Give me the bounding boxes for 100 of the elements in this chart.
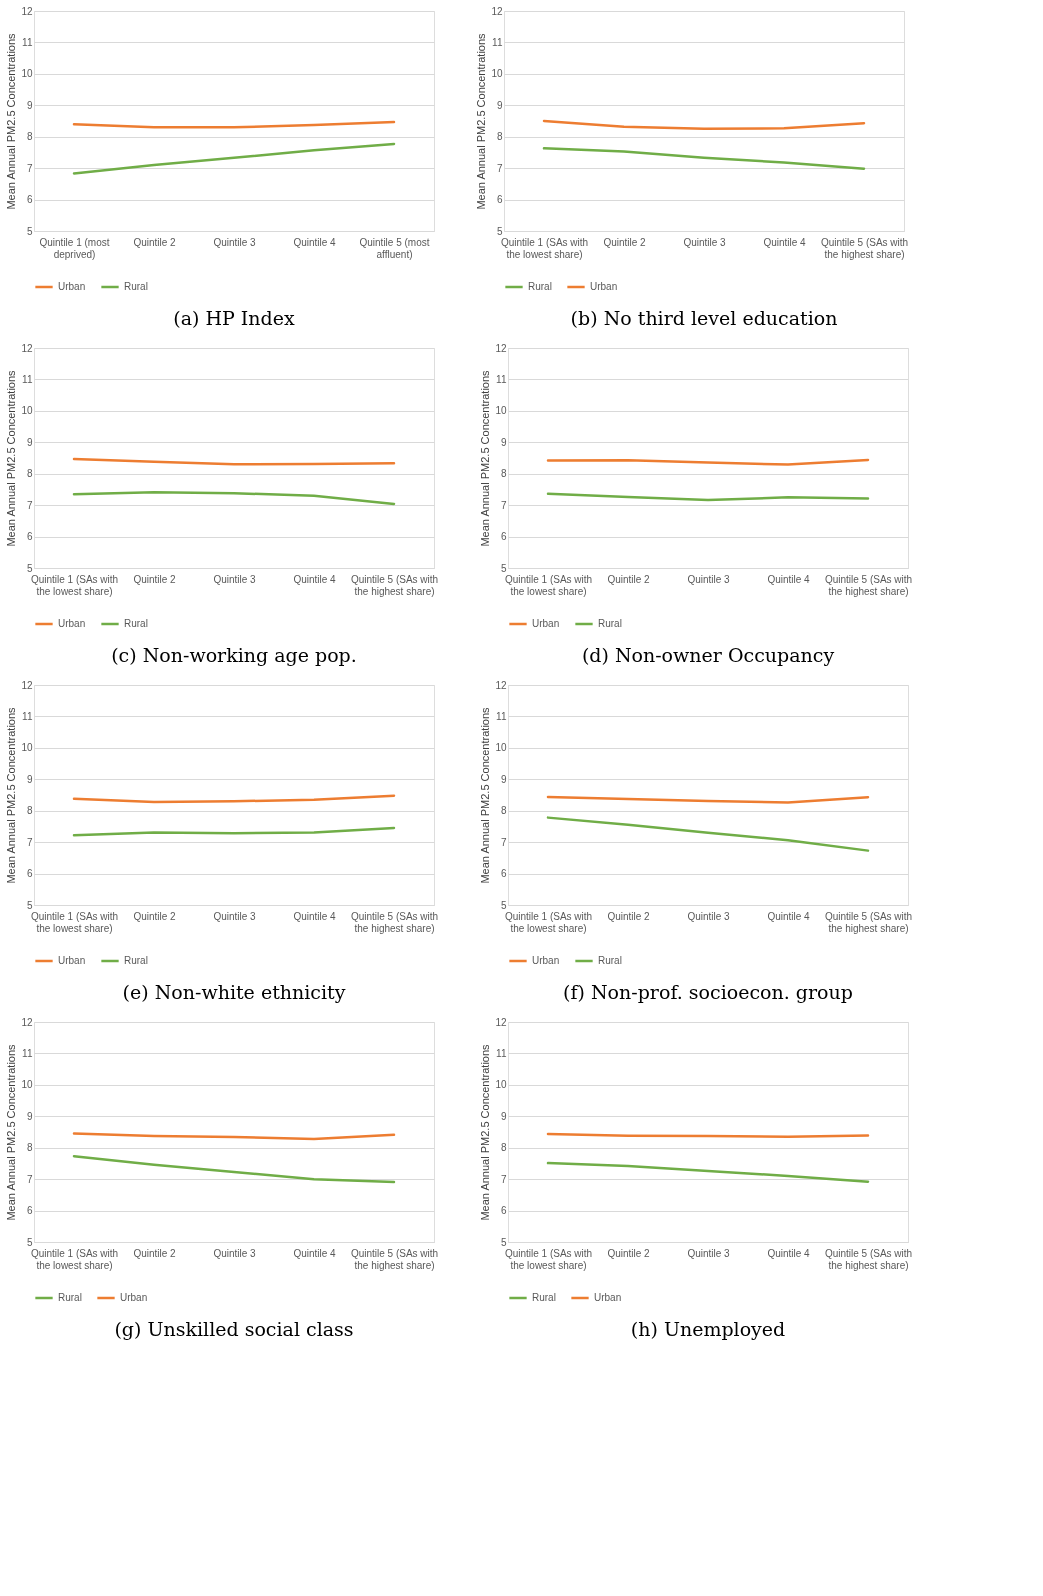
x-tick-label: Quintile 1 (SAs with the lowest share): [504, 1247, 593, 1271]
line-series: [72, 491, 396, 506]
line-series: [542, 119, 866, 131]
x-tick-label: Quintile 2: [133, 573, 177, 585]
line-series: [546, 816, 870, 852]
legend-label: Urban: [120, 1292, 148, 1303]
y-tick-label: 7: [500, 1173, 507, 1185]
y-tick-label: 10: [491, 68, 503, 80]
y-tick-label: 5: [496, 225, 503, 237]
x-tick-label: Quintile 1 (SAs with the lowest share): [504, 910, 593, 934]
x-tick-label: Quintile 3: [687, 573, 731, 585]
x-tick-label: Quintile 4: [293, 910, 337, 922]
y-tick-label: 10: [495, 1079, 507, 1091]
y-tick-label: 6: [500, 1205, 507, 1217]
y-axis-title: Mean Annual PM2.5 Concentrations: [475, 32, 488, 210]
x-tick-label: Quintile 2: [607, 1247, 651, 1259]
y-tick-label: 6: [500, 531, 507, 543]
x-tick-label: Quintile 5 (SAs with the highest share): [824, 573, 913, 597]
x-tick-label: Quintile 4: [763, 236, 807, 248]
y-axis-title: Mean Annual PM2.5 Concentrations: [5, 369, 18, 547]
y-tick-label: 5: [26, 562, 33, 574]
x-tick-label: Quintile 5 (SAs with the highest share): [350, 910, 439, 934]
y-tick-label: 5: [500, 1236, 507, 1248]
legend-label: Urban: [590, 281, 618, 292]
text: (f) Non-prof. socioecon. group: [563, 981, 853, 1003]
y-tick-label: 11: [496, 1047, 507, 1059]
x-tick-label: Quintile 3: [213, 573, 257, 585]
x-tick-label: Quintile 3: [213, 1247, 257, 1259]
y-tick-label: 12: [21, 5, 33, 17]
y-tick-label: 11: [22, 373, 33, 385]
y-tick-label: 9: [26, 436, 33, 448]
y-tick-label: 12: [21, 1016, 33, 1028]
legend-label: Rural: [598, 618, 622, 629]
y-tick-label: 7: [496, 162, 503, 174]
x-tick-label: Quintile 5 (SAs with the highest share): [824, 1247, 913, 1271]
line-series: [542, 147, 866, 171]
line-series: [72, 826, 396, 837]
y-tick-label: 6: [26, 868, 33, 880]
x-tick-label: Quintile 2: [133, 910, 177, 922]
y-tick-label: 5: [500, 562, 507, 574]
text: (e) Non-white ethnicity: [122, 981, 346, 1003]
x-tick-label: Quintile 3: [213, 236, 257, 248]
x-tick-label: Quintile 1 (most deprived): [39, 236, 110, 260]
y-tick-label: 6: [26, 194, 33, 206]
x-tick-label: Quintile 2: [607, 573, 651, 585]
text: (g) Unskilled social class: [114, 1318, 354, 1340]
legend-label: Rural: [124, 955, 148, 966]
y-tick-label: 10: [495, 742, 507, 754]
y-tick-label: 11: [492, 36, 503, 48]
legend-label: Rural: [528, 281, 552, 292]
y-tick-label: 10: [495, 405, 507, 417]
legend-label: Urban: [594, 1292, 622, 1303]
y-tick-label: 10: [21, 742, 33, 754]
x-tick-label: Quintile 5 (SAs with the highest share): [820, 236, 909, 260]
text: (c) Non-working age pop.: [111, 644, 357, 666]
x-tick-label: Quintile 5 (most affluent): [359, 236, 430, 260]
x-tick-label: Quintile 4: [767, 1247, 811, 1259]
y-tick-label: 5: [26, 225, 33, 237]
y-tick-label: 12: [495, 679, 507, 691]
legend-label: Urban: [58, 281, 86, 292]
x-tick-label: Quintile 3: [683, 236, 727, 248]
y-tick-label: 5: [500, 899, 507, 911]
line-series: [72, 1154, 396, 1184]
legend-label: Urban: [58, 955, 86, 966]
y-tick-label: 9: [26, 773, 33, 785]
line-series: [546, 492, 870, 502]
y-tick-label: 11: [22, 36, 33, 48]
y-tick-label: 12: [495, 342, 507, 354]
x-tick-label: Quintile 1 (SAs with the lowest share): [504, 573, 593, 597]
y-tick-label: 8: [496, 131, 503, 143]
x-tick-label: Quintile 1 (SAs with the lowest share): [500, 236, 589, 260]
y-tick-label: 10: [21, 68, 33, 80]
x-tick-label: Quintile 5 (SAs with the highest share): [350, 573, 439, 597]
y-axis-title: Mean Annual PM2.5 Concentrations: [5, 1043, 18, 1221]
y-tick-label: 12: [21, 679, 33, 691]
y-tick-label: 8: [500, 805, 507, 817]
y-tick-label: 7: [26, 499, 33, 511]
line-series: [72, 142, 396, 175]
x-tick-label: Quintile 4: [293, 236, 337, 248]
y-tick-label: 5: [26, 899, 33, 911]
legend-label: Rural: [58, 1292, 82, 1303]
line-series: [72, 794, 396, 804]
y-tick-label: 8: [26, 131, 33, 143]
y-tick-label: 11: [496, 373, 507, 385]
text: (d) Non-owner Occupancy: [581, 644, 835, 666]
y-tick-label: 6: [500, 868, 507, 880]
x-tick-label: Quintile 4: [767, 573, 811, 585]
x-tick-label: Quintile 2: [607, 910, 651, 922]
y-tick-label: 9: [26, 99, 33, 111]
y-tick-label: 11: [496, 710, 507, 722]
x-tick-label: Quintile 2: [603, 236, 647, 248]
y-tick-label: 11: [22, 710, 33, 722]
y-tick-label: 9: [500, 773, 507, 785]
legend-label: Rural: [124, 281, 148, 292]
legend-label: Urban: [58, 618, 86, 629]
x-tick-label: Quintile 1 (SAs with the lowest share): [30, 910, 119, 934]
y-tick-label: 9: [496, 99, 503, 111]
x-tick-label: Quintile 3: [687, 910, 731, 922]
legend-label: Rural: [598, 955, 622, 966]
y-tick-label: 7: [500, 836, 507, 848]
